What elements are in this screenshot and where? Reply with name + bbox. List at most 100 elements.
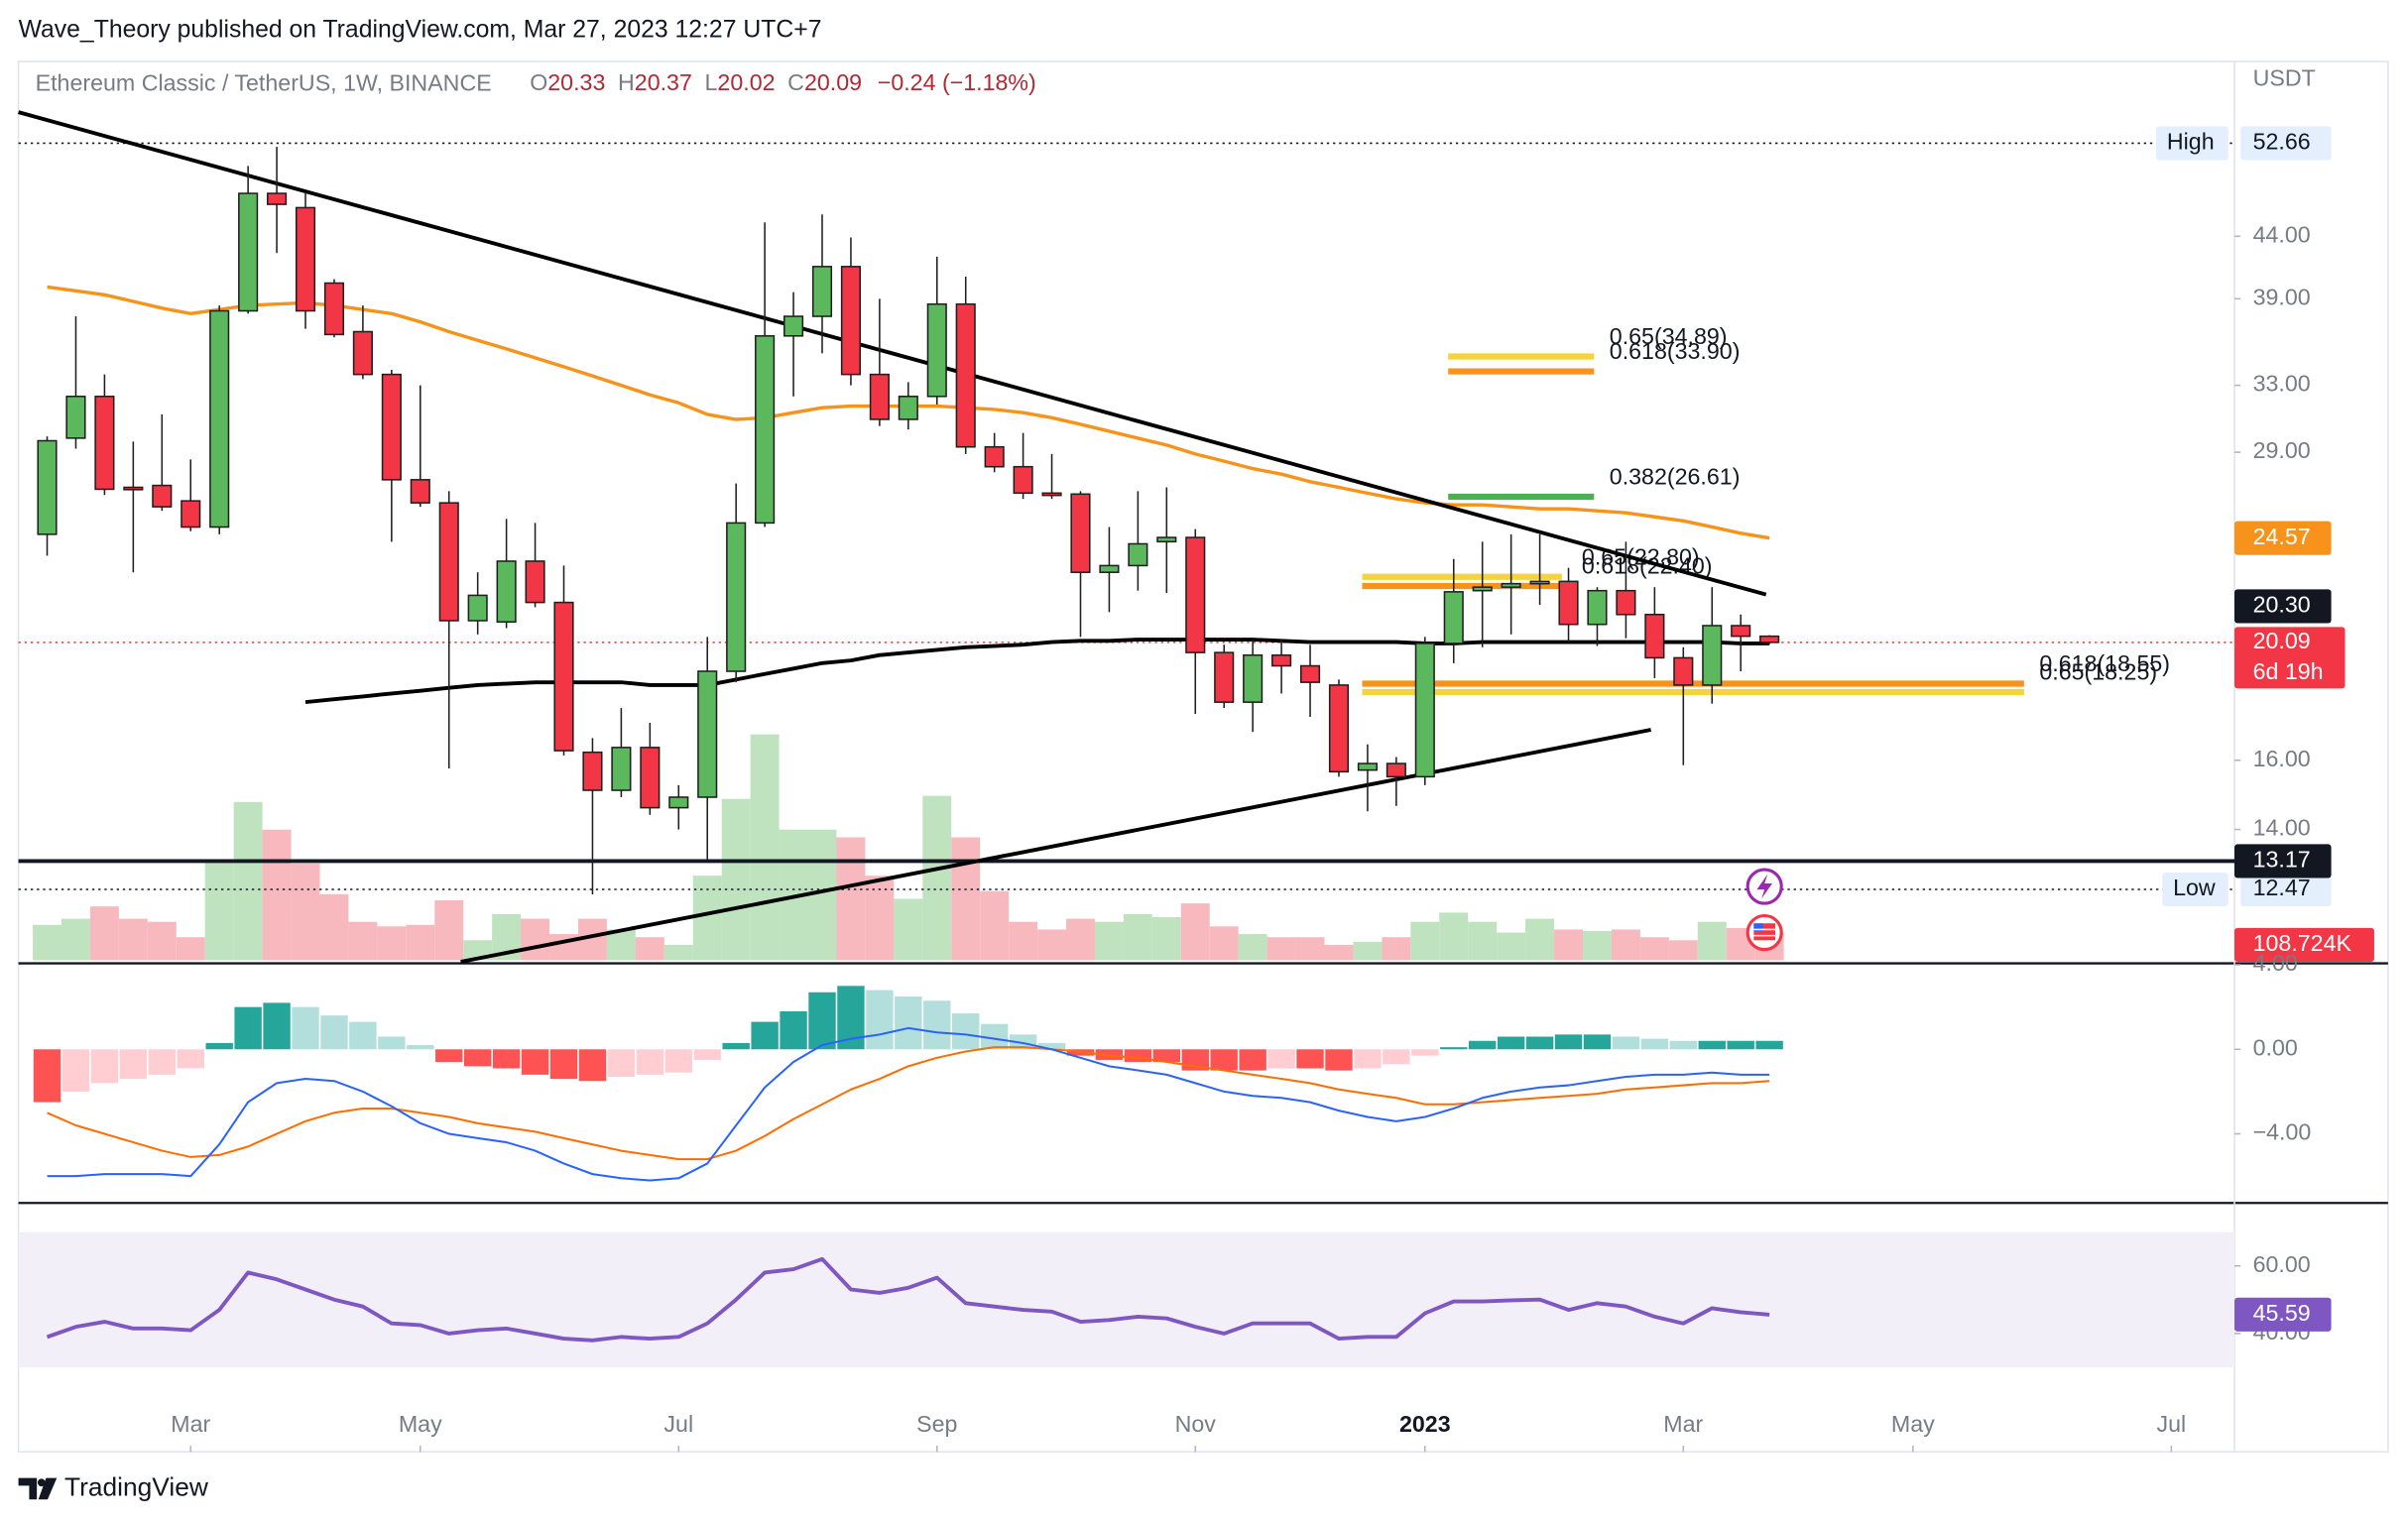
volume-bar — [233, 801, 263, 961]
volume-bar — [894, 898, 923, 961]
macd-histogram-bar — [1583, 1034, 1612, 1050]
volume-value: 108.724K — [2253, 930, 2352, 956]
x-tick-label: Sep — [916, 1411, 957, 1437]
candle-body — [238, 192, 259, 312]
candle-body — [1558, 580, 1579, 626]
candle-body — [553, 601, 574, 752]
last-price: 20.09 — [2253, 628, 2311, 653]
candle-body — [668, 796, 689, 809]
volume-bar — [89, 906, 119, 961]
macd-histogram-bar — [435, 1049, 463, 1063]
change: −0.24 (−1.18%) — [878, 69, 1036, 95]
high-value-tag — [2240, 126, 2332, 161]
candle-body — [37, 439, 58, 535]
ohlc-letter: C — [787, 69, 804, 95]
volume-bar — [836, 837, 866, 961]
volume-bar — [1382, 937, 1411, 961]
macd-histogram-bar — [1239, 1049, 1266, 1071]
macd-histogram-bar — [463, 1049, 492, 1067]
volume-bar — [1066, 918, 1095, 961]
macd-histogram-bar — [1497, 1036, 1525, 1050]
candle-body — [869, 373, 890, 420]
low-label: Low — [2173, 875, 2216, 900]
chart-frame — [17, 60, 2389, 1454]
candle-body — [640, 747, 661, 809]
candle-body — [181, 500, 201, 528]
macd-histogram-bar — [664, 1049, 692, 1073]
macd-histogram-bar — [119, 1049, 148, 1080]
candle-body — [697, 670, 718, 798]
volume-bar — [865, 876, 895, 961]
volume-bar — [521, 918, 550, 961]
volume-bar — [692, 876, 722, 961]
trend-value: 20.30 — [2253, 592, 2311, 618]
macd-histogram-bar — [1009, 1034, 1037, 1050]
signal-line — [47, 1046, 1770, 1161]
trendline — [460, 728, 1651, 964]
candle-body — [1357, 762, 1378, 771]
candle-body — [1128, 542, 1148, 567]
candle-body — [1185, 536, 1206, 653]
macd-histogram-bar — [492, 1049, 521, 1069]
macd-histogram-bar — [1037, 1042, 1066, 1050]
volume-bar — [1209, 926, 1239, 961]
support-value: 13.17 — [2253, 847, 2311, 873]
x-tick-label: May — [399, 1411, 442, 1437]
volume-bar — [1410, 921, 1440, 961]
countdown: 6d 19h — [2253, 658, 2324, 684]
candle-body — [1243, 653, 1264, 703]
candle-body — [467, 594, 488, 622]
candle-body — [1587, 589, 1608, 626]
macd-histogram-bar — [378, 1036, 406, 1050]
candle-body — [525, 560, 545, 604]
y-tick-label: 44.00 — [2253, 221, 2311, 247]
volume-bar — [60, 918, 90, 961]
volume-bar — [1353, 941, 1383, 961]
macd-histogram-bar — [1411, 1049, 1439, 1056]
logo — [18, 1477, 58, 1500]
x-tick-label: Nov — [1175, 1411, 1217, 1437]
macd-histogram-bar — [578, 1049, 607, 1082]
rsi-band — [18, 1231, 2235, 1368]
volume-bar — [33, 924, 61, 961]
sma-line — [304, 638, 1770, 705]
x-tick-label: Jul — [2157, 1411, 2187, 1437]
rsi-value: 45.59 — [2253, 1300, 2311, 1326]
candle-body — [1501, 582, 1521, 588]
y-tick-label: 33.00 — [2253, 371, 2311, 397]
volume-bar — [147, 921, 177, 961]
volume-bar — [922, 795, 952, 961]
byline: Wave_Theory published on TradingView.com… — [19, 17, 822, 44]
macd-histogram-bar — [521, 1049, 549, 1075]
macd-histogram-bar — [263, 1002, 291, 1050]
volume-bar — [663, 944, 693, 961]
ohlc-value: 20.37 — [635, 69, 692, 95]
macd-histogram-bar — [1296, 1049, 1324, 1069]
volume-bar — [1697, 921, 1727, 961]
macd-histogram-bar — [407, 1045, 434, 1050]
volume-bar — [721, 798, 751, 961]
candle-body — [898, 396, 918, 420]
candle-body — [1759, 635, 1780, 644]
low-value: 12.47 — [2253, 875, 2311, 900]
candle-body — [955, 302, 976, 448]
macd-histogram-bar — [549, 1049, 578, 1080]
low-value-tag — [2240, 872, 2332, 907]
candle-body — [323, 282, 345, 336]
volume-bar — [1497, 932, 1526, 961]
candle-body — [811, 266, 833, 317]
rsi-tag — [2234, 1297, 2332, 1332]
volume-tag — [2234, 927, 2374, 962]
macd-histogram-bar — [607, 1049, 636, 1077]
candle-body — [1616, 589, 1636, 616]
volume-bar — [1180, 903, 1210, 961]
fib-label: 0.618(33.90) — [1610, 338, 1741, 364]
macd-histogram-bar — [177, 1049, 204, 1069]
volume-bar — [319, 893, 349, 961]
ohlc-letter: H — [618, 69, 635, 95]
rsi-line — [46, 1256, 1770, 1343]
macd-histogram-bar — [923, 1000, 951, 1050]
candle-body — [438, 502, 459, 622]
volume-bar — [1151, 917, 1181, 961]
candle-body — [984, 445, 1005, 468]
